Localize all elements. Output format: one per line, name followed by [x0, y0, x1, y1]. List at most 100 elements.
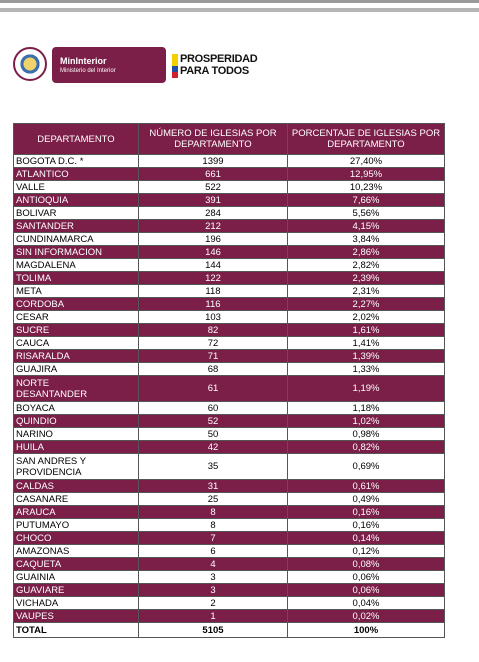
- table-cell: 522: [138, 180, 288, 194]
- table-cell: 122: [138, 271, 288, 285]
- table-row: CASANARE 25 0,49%: [13, 492, 445, 506]
- table-row: SIN INFORMACION 146 2,86%: [13, 245, 445, 259]
- column-header: PORCENTAJE DE IGLESIAS POR DEPARTAMENTO: [287, 123, 445, 155]
- table-cell: 2,27%: [287, 297, 445, 311]
- table-cell: 5,56%: [287, 206, 445, 220]
- ministry-logo: MinInterior Ministerio del Interior: [52, 47, 166, 83]
- table-cell: META: [13, 284, 139, 298]
- table-row: HUILA 42 0,82%: [13, 440, 445, 454]
- table-cell: 3,84%: [287, 232, 445, 246]
- table-cell: 4,15%: [287, 219, 445, 233]
- table-cell: TOLIMA: [13, 271, 139, 285]
- total-row: TOTAL 5105 100%: [13, 622, 445, 638]
- table-row: SANTANDER 212 4,15%: [13, 219, 445, 233]
- table-cell: HUILA: [13, 440, 139, 454]
- table-cell: 1,39%: [287, 349, 445, 363]
- table-cell: 50: [138, 427, 288, 441]
- table-cell: 391: [138, 193, 288, 207]
- table-cell: 7: [138, 531, 288, 545]
- table-cell: 144: [138, 258, 288, 272]
- table-cell: CALDAS: [13, 479, 139, 493]
- table-cell: 196: [138, 232, 288, 246]
- table-row: CESAR 103 2,02%: [13, 310, 445, 324]
- table-row: ARAUCA 8 0,16%: [13, 505, 445, 519]
- table-cell: RISARALDA: [13, 349, 139, 363]
- table-cell: VALLE: [13, 180, 139, 194]
- churches-table: DEPARTAMENTO NÚMERO DE IGLESIAS POR DEPAR…: [13, 123, 445, 638]
- table-cell: 25: [138, 492, 288, 506]
- column-header: DEPARTAMENTO: [13, 123, 139, 155]
- table-cell: 0,69%: [287, 453, 445, 480]
- table-cell: 0,82%: [287, 440, 445, 454]
- table-cell: ATLANTICO: [13, 167, 139, 181]
- table-cell: 661: [138, 167, 288, 181]
- table-cell: 1,18%: [287, 401, 445, 415]
- table-cell: CAUCA: [13, 336, 139, 350]
- table-cell: 0,16%: [287, 518, 445, 532]
- table-cell: 31: [138, 479, 288, 493]
- total-cell: 5105: [138, 622, 288, 638]
- table-cell: 0,08%: [287, 557, 445, 571]
- table-cell: GUAJIRA: [13, 362, 139, 376]
- table-cell: 2,02%: [287, 310, 445, 324]
- ministry-name: MinInterior: [60, 56, 107, 66]
- table-row: MAGDALENA 144 2,82%: [13, 258, 445, 272]
- table-cell: ANTIOQUIA: [13, 193, 139, 207]
- table-cell: 1,33%: [287, 362, 445, 376]
- table-cell: 0,49%: [287, 492, 445, 506]
- table-cell: SIN INFORMACION: [13, 245, 139, 259]
- table-cell: 35: [138, 453, 288, 480]
- table-row: ANTIOQUIA 391 7,66%: [13, 193, 445, 207]
- table-cell: SAN ANDRES Y PROVIDENCIA: [13, 453, 139, 480]
- table-row: CALDAS 31 0,61%: [13, 479, 445, 493]
- ministry-subtitle: Ministerio del Interior: [60, 68, 116, 74]
- table-row: GUAJIRA 68 1,33%: [13, 362, 445, 376]
- table-row: AMAZONAS 6 0,12%: [13, 544, 445, 558]
- table-cell: NORTE DESANTANDER: [13, 375, 139, 402]
- table-cell: QUINDIO: [13, 414, 139, 428]
- table-cell: 61: [138, 375, 288, 402]
- table-row: PUTUMAYO 8 0,16%: [13, 518, 445, 532]
- table-row: CAQUETA 4 0,08%: [13, 557, 445, 571]
- table-row: TOLIMA 122 2,39%: [13, 271, 445, 285]
- total-cell: TOTAL: [13, 622, 139, 638]
- table-row: CAUCA 72 1,41%: [13, 336, 445, 350]
- table-row: RISARALDA 71 1,39%: [13, 349, 445, 363]
- table-cell: CAQUETA: [13, 557, 139, 571]
- table-cell: 0,16%: [287, 505, 445, 519]
- table-cell: CORDOBA: [13, 297, 139, 311]
- table-row: VALLE 522 10,23%: [13, 180, 445, 194]
- table-cell: 2,39%: [287, 271, 445, 285]
- table-cell: MAGDALENA: [13, 258, 139, 272]
- table-cell: CHOCO: [13, 531, 139, 545]
- table-row: BOLIVAR 284 5,56%: [13, 206, 445, 220]
- flag-stripe: [172, 54, 178, 78]
- slogan-line: PROSPERIDAD: [180, 53, 258, 65]
- table-cell: 212: [138, 219, 288, 233]
- table-row: META 118 2,31%: [13, 284, 445, 298]
- slogan-line: PARA TODOS: [180, 65, 249, 77]
- table-cell: 0,14%: [287, 531, 445, 545]
- table-cell: BOYACA: [13, 401, 139, 415]
- table-row: NORTE DESANTANDER 61 1,19%: [13, 375, 445, 402]
- table-row: GUAINIA 3 0,06%: [13, 570, 445, 584]
- table-cell: 82: [138, 323, 288, 337]
- header-row: DEPARTAMENTO NÚMERO DE IGLESIAS POR DEPAR…: [13, 123, 445, 155]
- table-cell: 146: [138, 245, 288, 259]
- table-row: SAN ANDRES Y PROVIDENCIA 35 0,69%: [13, 453, 445, 480]
- table-row: CHOCO 7 0,14%: [13, 531, 445, 545]
- table-row: VAUPES 1 0,02%: [13, 609, 445, 623]
- table-row: VICHADA 2 0,04%: [13, 596, 445, 610]
- table-cell: 1,02%: [287, 414, 445, 428]
- table-cell: 27,40%: [287, 154, 445, 168]
- table-cell: 12,95%: [287, 167, 445, 181]
- table-cell: 1399: [138, 154, 288, 168]
- table-cell: 3: [138, 570, 288, 584]
- table-cell: 0,98%: [287, 427, 445, 441]
- table-cell: 118: [138, 284, 288, 298]
- table-cell: 103: [138, 310, 288, 324]
- table-row: GUAVIARE 3 0,06%: [13, 583, 445, 597]
- table-cell: 0,61%: [287, 479, 445, 493]
- table-cell: 2,82%: [287, 258, 445, 272]
- table-cell: ARAUCA: [13, 505, 139, 519]
